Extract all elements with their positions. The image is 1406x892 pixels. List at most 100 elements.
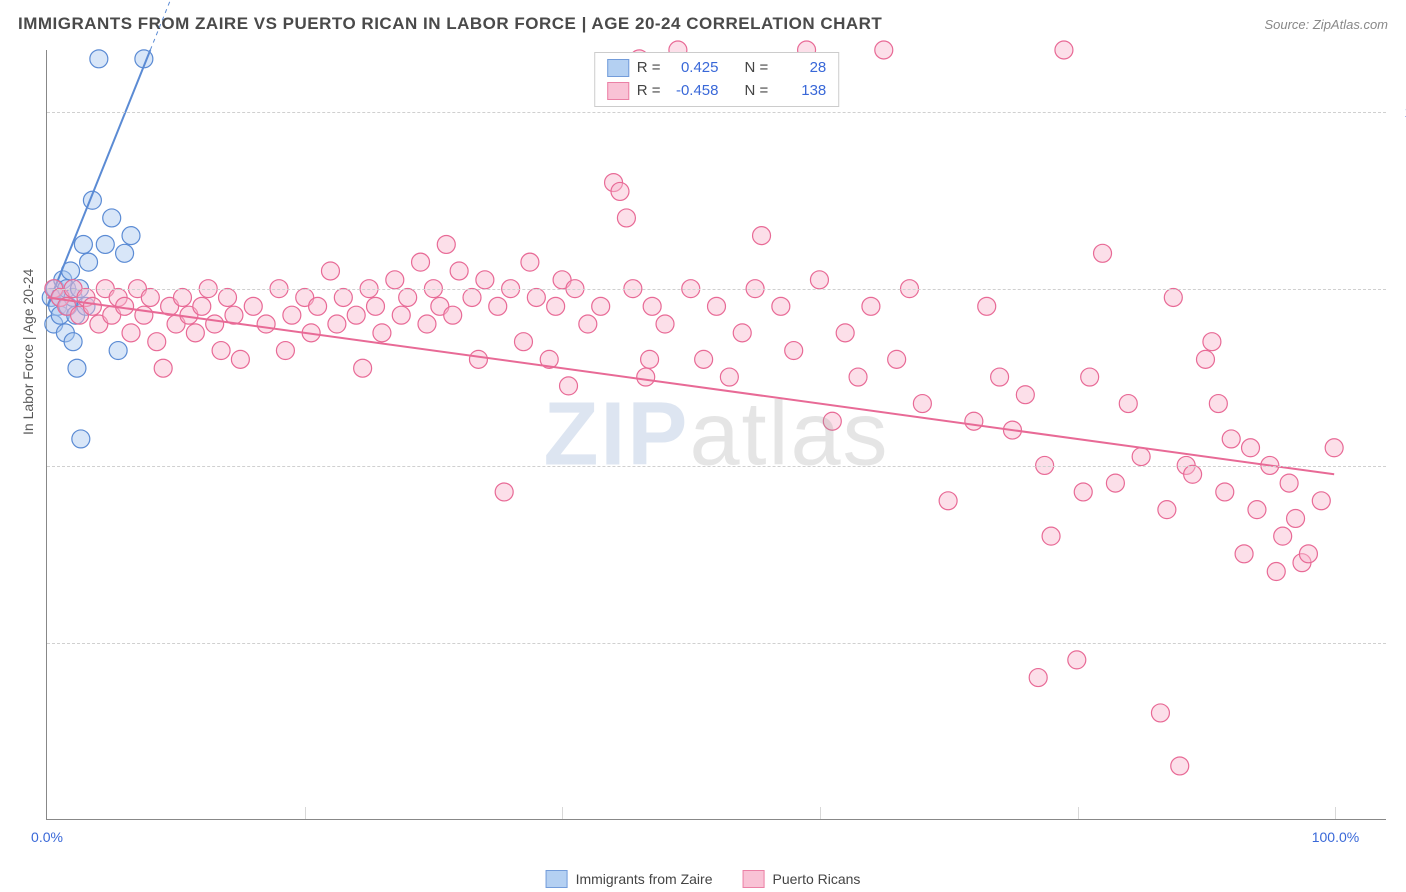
data-point-puerto — [733, 324, 751, 342]
x-tick-mark — [820, 807, 821, 819]
swatch-puerto-bottom — [742, 870, 764, 888]
data-point-puerto — [450, 262, 468, 280]
data-point-puerto — [212, 342, 230, 360]
data-point-puerto — [193, 297, 211, 315]
data-point-puerto — [656, 315, 674, 333]
data-point-puerto — [849, 368, 867, 386]
x-tick-mark — [1078, 807, 1079, 819]
r-value-zaire: 0.425 — [669, 57, 719, 80]
data-point-puerto — [1164, 289, 1182, 307]
scatter-svg — [47, 50, 1386, 819]
data-point-puerto — [641, 350, 659, 368]
data-point-puerto — [720, 368, 738, 386]
data-point-puerto — [399, 289, 417, 307]
data-point-puerto — [495, 483, 513, 501]
x-tick-mark — [1335, 807, 1336, 819]
data-point-puerto — [643, 297, 661, 315]
data-point-puerto — [154, 359, 172, 377]
r-label: R = — [637, 80, 661, 103]
data-point-puerto — [875, 41, 893, 59]
data-point-puerto — [1042, 527, 1060, 545]
legend-label-puerto: Puerto Ricans — [772, 871, 860, 887]
n-label: N = — [745, 80, 769, 103]
data-point-puerto — [1094, 244, 1112, 262]
swatch-zaire-bottom — [546, 870, 568, 888]
data-point-puerto — [244, 297, 262, 315]
legend-label-zaire: Immigrants from Zaire — [576, 871, 713, 887]
data-point-puerto — [772, 297, 790, 315]
data-point-puerto — [1248, 501, 1266, 519]
data-point-puerto — [1222, 430, 1240, 448]
data-point-puerto — [521, 253, 539, 271]
data-point-puerto — [1016, 386, 1034, 404]
data-point-puerto — [862, 297, 880, 315]
grid-h — [47, 466, 1386, 467]
data-point-puerto — [283, 306, 301, 324]
data-point-puerto — [965, 412, 983, 430]
data-point-puerto — [1287, 509, 1305, 527]
data-point-puerto — [1209, 395, 1227, 413]
n-label: N = — [745, 57, 769, 80]
data-point-puerto — [1074, 483, 1092, 501]
data-point-zaire — [122, 227, 140, 245]
grid-h — [47, 643, 1386, 644]
data-point-puerto — [527, 289, 545, 307]
data-point-puerto — [1151, 704, 1169, 722]
n-value-zaire: 28 — [776, 57, 826, 80]
correlation-legend: R = 0.425 N = 28 R = -0.458 N = 138 — [594, 52, 840, 107]
data-point-puerto — [469, 350, 487, 368]
data-point-puerto — [437, 235, 455, 253]
data-point-puerto — [560, 377, 578, 395]
data-point-puerto — [1203, 333, 1221, 351]
data-point-puerto — [347, 306, 365, 324]
data-point-puerto — [514, 333, 532, 351]
data-point-puerto — [257, 315, 275, 333]
chart-title: IMMIGRANTS FROM ZAIRE VS PUERTO RICAN IN… — [18, 14, 882, 34]
data-point-puerto — [1196, 350, 1214, 368]
data-point-puerto — [276, 342, 294, 360]
data-point-puerto — [547, 297, 565, 315]
data-point-puerto — [489, 297, 507, 315]
data-point-puerto — [1312, 492, 1330, 510]
data-point-puerto — [888, 350, 906, 368]
plot-area: ZIPatlas R = 0.425 N = 28 R = -0.458 N =… — [46, 50, 1386, 820]
grid-h — [47, 289, 1386, 290]
data-point-zaire — [90, 50, 108, 68]
x-tick-mark — [562, 807, 563, 819]
r-label: R = — [637, 57, 661, 80]
data-point-puerto — [309, 297, 327, 315]
data-point-puerto — [611, 182, 629, 200]
legend-item-zaire: Immigrants from Zaire — [546, 870, 713, 888]
data-point-puerto — [418, 315, 436, 333]
data-point-puerto — [186, 324, 204, 342]
data-point-puerto — [141, 289, 159, 307]
data-point-puerto — [579, 315, 597, 333]
swatch-puerto — [607, 82, 629, 100]
data-point-puerto — [592, 297, 610, 315]
data-point-puerto — [637, 368, 655, 386]
data-point-puerto — [412, 253, 430, 271]
trend-line-puerto — [47, 297, 1334, 474]
data-point-puerto — [392, 306, 410, 324]
data-point-puerto — [1242, 439, 1260, 457]
data-point-puerto — [978, 297, 996, 315]
data-point-puerto — [1081, 368, 1099, 386]
data-point-puerto — [708, 297, 726, 315]
data-point-puerto — [321, 262, 339, 280]
data-point-puerto — [231, 350, 249, 368]
data-point-puerto — [823, 412, 841, 430]
r-value-puerto: -0.458 — [669, 80, 719, 103]
y-tick-label: 60.0% — [1392, 458, 1406, 474]
legend-row-zaire: R = 0.425 N = 28 — [607, 57, 827, 80]
data-point-puerto — [1299, 545, 1317, 563]
data-point-puerto — [444, 306, 462, 324]
data-point-zaire — [96, 235, 114, 253]
data-point-zaire — [116, 244, 134, 262]
data-point-puerto — [83, 297, 101, 315]
data-point-puerto — [836, 324, 854, 342]
data-point-puerto — [1235, 545, 1253, 563]
data-point-puerto — [148, 333, 166, 351]
legend-row-puerto: R = -0.458 N = 138 — [607, 80, 827, 103]
data-point-puerto — [1158, 501, 1176, 519]
data-point-puerto — [122, 324, 140, 342]
